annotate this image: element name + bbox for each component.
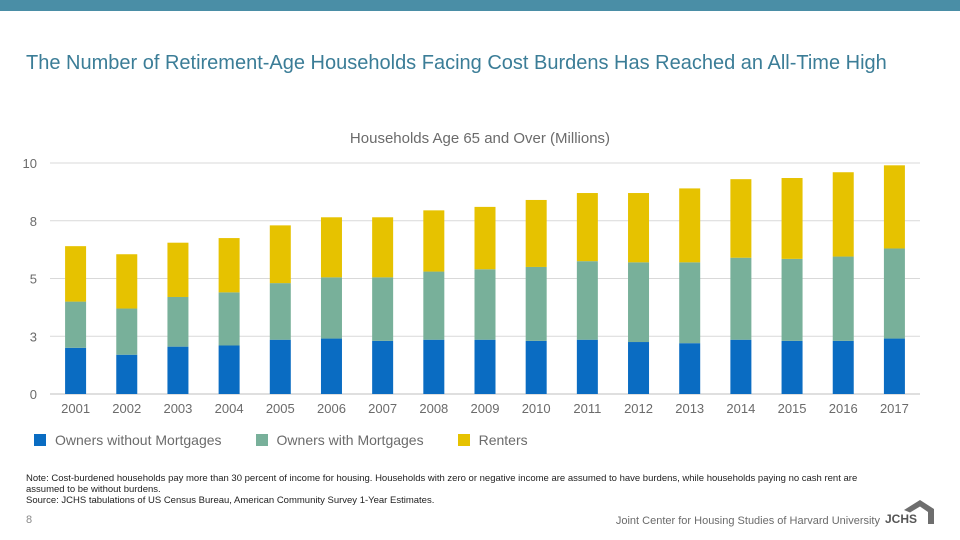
- page-title: The Number of Retirement-Age Households …: [26, 52, 887, 74]
- bar-segment-renters-2004: [218, 238, 240, 293]
- logo-text: JCHS: [885, 512, 917, 526]
- legend-swatch: [34, 434, 46, 446]
- bar-segment-owners-with-mortgages-2008: [423, 271, 445, 340]
- y-tick-label: 0: [30, 387, 37, 402]
- bar-segment-renters-2005: [269, 225, 291, 284]
- bar-segment-owners-without-mortgages-2015: [781, 340, 803, 394]
- bar-segment-renters-2009: [474, 206, 496, 270]
- bar-segment-owners-without-mortgages-2009: [474, 339, 496, 394]
- x-tick-label: 2004: [215, 401, 244, 416]
- bar-segment-owners-with-mortgages-2015: [781, 258, 803, 341]
- x-tick-label: 2009: [471, 401, 500, 416]
- x-tick-label: 2016: [829, 401, 858, 416]
- bar-segment-owners-with-mortgages-2003: [167, 296, 189, 347]
- bar-segment-owners-without-mortgages-2004: [218, 345, 240, 394]
- bar-segment-owners-with-mortgages-2010: [525, 266, 547, 341]
- bar-segment-renters-2013: [679, 188, 701, 263]
- legend-label: Owners without Mortgages: [55, 432, 222, 448]
- bar-segment-owners-without-mortgages-2006: [320, 338, 342, 394]
- x-tick-label: 2007: [368, 401, 397, 416]
- legend-swatch: [255, 434, 268, 446]
- bar-segment-owners-with-mortgages-2006: [320, 277, 342, 339]
- bar-segment-renters-2007: [372, 217, 394, 278]
- x-tick-label: 2006: [317, 401, 346, 416]
- chart-legend: Owners without Mortgages Owners with Mor…: [34, 432, 528, 448]
- x-tick-label: 2015: [778, 401, 807, 416]
- bar-segment-renters-2001: [65, 246, 87, 302]
- bar-segment-owners-with-mortgages-2011: [576, 261, 598, 340]
- x-tick-label: 2014: [726, 401, 755, 416]
- legend-swatch: [457, 434, 470, 446]
- chart-notes: Note: Cost-burdened households pay more …: [26, 473, 886, 506]
- bar-segment-owners-with-mortgages-2013: [679, 262, 701, 344]
- bar-segment-owners-with-mortgages-2007: [372, 277, 394, 341]
- note-text: Note: Cost-burdened households pay more …: [26, 473, 858, 495]
- y-tick-label: 3: [30, 329, 37, 344]
- bar-segment-renters-2012: [628, 193, 650, 263]
- x-tick-label: 2002: [112, 401, 141, 416]
- bar-segment-owners-without-mortgages-2016: [832, 340, 854, 394]
- bar-segment-owners-with-mortgages-2014: [730, 257, 752, 340]
- bar-segment-owners-with-mortgages-2017: [883, 248, 905, 339]
- bar-segment-renters-2002: [116, 254, 138, 309]
- legend-item-owners-with-mortgages: Owners with Mortgages: [255, 432, 424, 448]
- bar-segment-owners-with-mortgages-2009: [474, 269, 496, 340]
- footer-organization: Joint Center for Housing Studies of Harv…: [615, 515, 880, 527]
- bar-segment-owners-with-mortgages-2005: [269, 283, 291, 340]
- bar-segment-owners-without-mortgages-2017: [883, 338, 905, 394]
- x-tick-label: 2013: [675, 401, 704, 416]
- bar-segment-renters-2017: [883, 165, 905, 249]
- x-tick-label: 2011: [573, 401, 601, 416]
- top-accent-bar: [0, 0, 960, 11]
- bar-segment-owners-with-mortgages-2012: [628, 262, 650, 343]
- y-tick-label: 5: [30, 272, 37, 287]
- bar-segment-renters-2010: [525, 199, 547, 267]
- page-number: 8: [26, 514, 33, 526]
- x-tick-label: 2012: [624, 401, 653, 416]
- x-tick-label: 2005: [266, 401, 295, 416]
- source-text: Source: JCHS tabulations of US Census Bu…: [26, 495, 435, 506]
- bar-segment-owners-without-mortgages-2003: [167, 346, 189, 394]
- legend-label: Owners with Mortgages: [276, 432, 424, 448]
- x-tick-label: 2001: [61, 401, 90, 416]
- bar-segment-owners-with-mortgages-2016: [832, 256, 854, 341]
- y-tick-label: 10: [23, 156, 37, 171]
- bar-segment-owners-without-mortgages-2011: [576, 339, 598, 394]
- x-tick-label: 2003: [163, 401, 192, 416]
- bar-segment-renters-2006: [320, 217, 342, 278]
- bar-segment-renters-2003: [167, 242, 189, 297]
- bar-segment-renters-2015: [781, 178, 803, 259]
- bar-segment-owners-without-mortgages-2002: [116, 354, 138, 394]
- legend-label: Renters: [478, 432, 528, 448]
- y-tick-label: 8: [30, 214, 37, 229]
- chart-title: Households Age 65 and Over (Millions): [349, 130, 611, 147]
- bar-segment-owners-without-mortgages-2010: [525, 340, 547, 394]
- bar-segment-owners-without-mortgages-2013: [679, 343, 701, 394]
- stacked-bar-chart: 0 3 5 8 10 2001 2002 2003 2004 2005 2006 2007 2008 2…: [23, 156, 920, 416]
- legend-item-owners-without-mortgages: Owners without Mortgages: [34, 432, 222, 448]
- jchs-logo: JCHS: [885, 500, 934, 526]
- bar-segment-owners-with-mortgages-2001: [65, 301, 87, 348]
- bar-segment-renters-2011: [576, 193, 598, 262]
- bar-segment-owners-without-mortgages-2007: [372, 340, 394, 394]
- bar-segment-owners-without-mortgages-2012: [628, 342, 650, 394]
- x-tick-label: 2010: [522, 401, 551, 416]
- bar-segment-owners-without-mortgages-2005: [269, 339, 291, 394]
- bar-segment-owners-without-mortgages-2001: [65, 347, 87, 394]
- bar-segment-renters-2014: [730, 179, 752, 258]
- x-tick-label: 2008: [419, 401, 448, 416]
- x-tick-label: 2017: [880, 401, 909, 416]
- bar-segment-owners-without-mortgages-2014: [730, 339, 752, 394]
- bar-segment-owners-with-mortgages-2002: [116, 308, 138, 355]
- bar-segment-renters-2008: [423, 210, 445, 272]
- legend-item-renters: Renters: [457, 432, 528, 448]
- bar-segment-renters-2016: [832, 172, 854, 257]
- bar-segment-owners-with-mortgages-2004: [218, 292, 240, 346]
- bar-segment-owners-without-mortgages-2008: [423, 339, 445, 394]
